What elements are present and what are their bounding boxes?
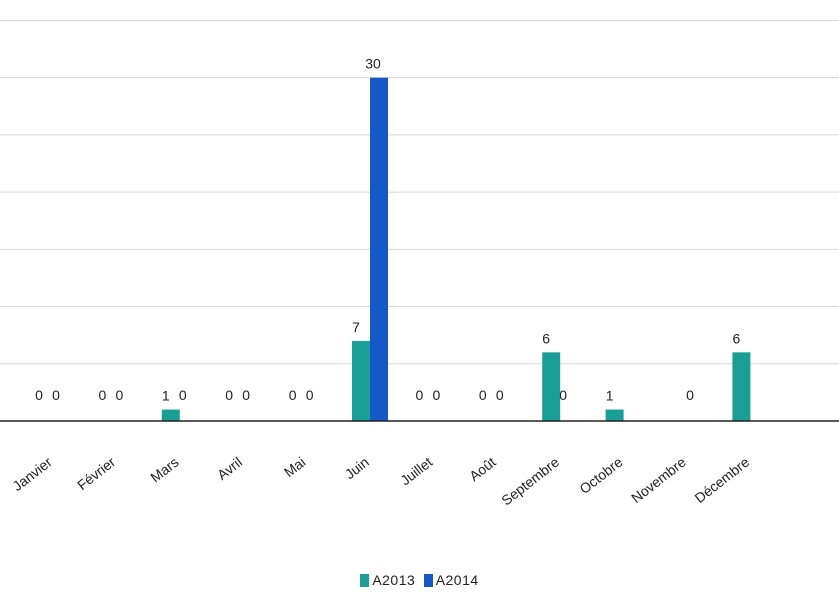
data-label-a2014-8: 0 xyxy=(559,387,567,403)
data-label-a2014-1: 0 xyxy=(116,387,124,403)
legend-label-a2013: A2013 xyxy=(372,572,416,588)
data-label-a2014-0: 0 xyxy=(52,387,60,403)
data-label-a2014-10: 0 xyxy=(686,387,694,403)
data-label-a2013-1: 0 xyxy=(99,387,107,403)
legend-swatch-a2014 xyxy=(423,573,433,587)
bar-a2014-5 xyxy=(370,77,388,422)
legend: A2013 A2014 xyxy=(0,572,839,590)
x-tick-label-1: Février xyxy=(74,454,118,494)
x-tick-label-9: Octobre xyxy=(576,454,625,497)
data-label-a2013-8: 6 xyxy=(542,330,550,346)
x-tick-label-11: Décembre xyxy=(691,454,752,506)
data-label-a2014-6: 0 xyxy=(433,387,441,403)
x-tick-label-3: Avril xyxy=(214,454,245,483)
bar-a2013-5 xyxy=(352,340,370,421)
bar-a2013-9 xyxy=(605,409,624,421)
data-label-a2013-11: 6 xyxy=(733,330,741,346)
x-tick-label-10: Novembre xyxy=(628,454,689,506)
x-tick-label-7: Août xyxy=(466,454,499,484)
x-tick-label-8: Septembre xyxy=(498,454,562,509)
legend-item-a2014: A2014 xyxy=(423,572,479,588)
data-label-a2014-4: 0 xyxy=(306,387,314,403)
bar-a2013-11 xyxy=(732,352,751,421)
x-tick-label-0: Janvier xyxy=(9,454,55,495)
data-label-a2014-3: 0 xyxy=(242,387,250,403)
data-label-a2013-4: 0 xyxy=(289,387,297,403)
data-label-a2013-6: 0 xyxy=(416,387,424,403)
data-label-a2014-2: 0 xyxy=(179,387,187,403)
data-label-a2013-2: 1 xyxy=(162,388,170,404)
data-label-a2013-9: 1 xyxy=(606,388,614,404)
data-label-a2013-3: 0 xyxy=(225,387,233,403)
legend-swatch-a2013 xyxy=(360,573,370,587)
x-tick-label-4: Mai xyxy=(281,454,309,480)
bar-a2013-2 xyxy=(161,409,180,421)
data-label-a2013-5: 7 xyxy=(352,319,360,335)
legend-label-a2014: A2014 xyxy=(435,572,479,588)
legend-item-a2013: A2013 xyxy=(360,572,415,588)
x-tick-label-6: Juillet xyxy=(397,454,435,489)
data-label-a2013-7: 0 xyxy=(479,387,487,403)
data-label-a2014-5: 30 xyxy=(365,56,381,72)
data-label-a2013-0: 0 xyxy=(35,387,43,403)
x-tick-label-2: Mars xyxy=(147,454,181,486)
data-label-a2014-7: 0 xyxy=(496,387,504,403)
bar-a2013-8 xyxy=(542,352,561,421)
x-tick-label-5: Juin xyxy=(342,454,372,482)
